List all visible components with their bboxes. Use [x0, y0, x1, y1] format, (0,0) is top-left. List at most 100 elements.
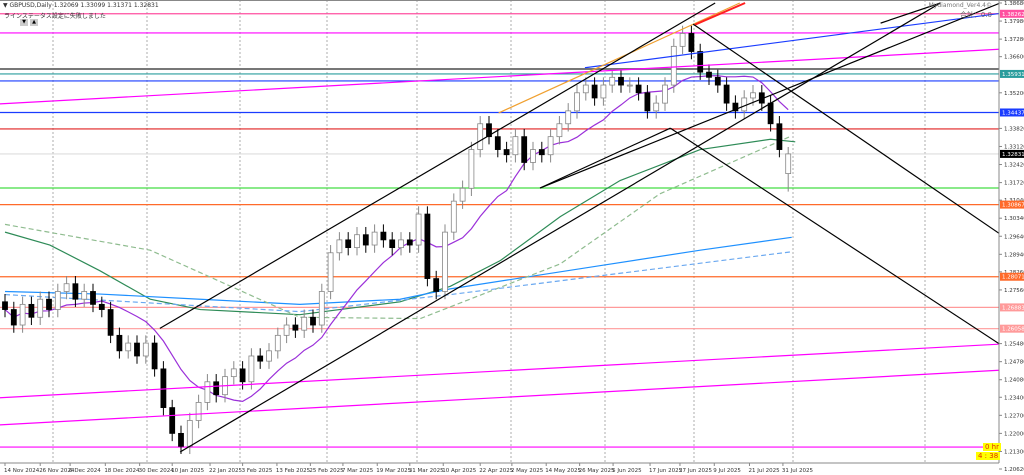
price-tick-label: 1.31720: [1004, 181, 1024, 187]
candle-body: [741, 97, 748, 112]
candle-body: [442, 231, 448, 292]
candle-body: [380, 231, 387, 241]
price-tick-label: 1.32420: [1004, 163, 1024, 169]
candle-body: [310, 316, 316, 326]
candle-body: [547, 136, 554, 156]
price-level-tag-label: 1.34437: [1002, 110, 1024, 116]
price-tick-label: 1.21300: [1004, 449, 1024, 455]
candle-body: [98, 303, 105, 310]
price-tick-label: 1.35200: [1004, 91, 1024, 97]
trendline: [539, 2, 999, 189]
candle-body: [318, 291, 325, 326]
date-tick-label: 19 Mar 2025: [376, 468, 411, 474]
price-level-tag: [1000, 200, 1024, 209]
candle-body: [538, 149, 545, 156]
date-tick-label: 26 Nov 2024: [39, 468, 75, 474]
price-tick-label: 1.30340: [1004, 216, 1024, 222]
candle-body: [46, 298, 52, 310]
candle-body: [90, 291, 96, 305]
candle-body: [151, 342, 158, 370]
candle-body: [178, 432, 184, 447]
candle-body: [574, 92, 580, 112]
price-level-tag: [1000, 149, 1024, 158]
fast-moving-average-line: [4, 75, 789, 403]
candle-body: [195, 402, 202, 421]
trendline: [0, 48, 999, 105]
price-level-tag: [1000, 108, 1024, 117]
trendline: [692, 23, 999, 235]
candle-body: [450, 200, 457, 233]
moving-average-line: [4, 236, 792, 305]
candle-body: [213, 381, 220, 396]
date-tick-label: 21 Jul 2025: [748, 468, 780, 474]
candle-body: [248, 355, 255, 383]
candle-body: [494, 136, 501, 150]
price-tick-label: 1.33820: [1004, 126, 1024, 132]
candle-body: [433, 278, 440, 292]
candle-body: [345, 239, 352, 249]
candle-body: [134, 342, 140, 357]
scroll-up-button[interactable]: ▲: [30, 19, 38, 26]
date-tick-label: 31 Mar 2025: [409, 468, 444, 474]
candle-body: [72, 283, 79, 300]
candle-body: [714, 76, 721, 86]
candle-body: [406, 239, 413, 246]
trendline: [880, 2, 941, 24]
indicator-name: Mydiamond_Ver4.4©: [928, 2, 992, 9]
candle-body: [81, 291, 88, 300]
candle-body: [160, 368, 167, 408]
price-tick-label: 1.24780: [1004, 360, 1024, 366]
candle-body: [512, 136, 519, 156]
candle-body: [2, 301, 8, 310]
price-tick-label: 1.22000: [1004, 431, 1024, 437]
date-tick-label: 2 May 2025: [511, 468, 544, 474]
candle-body: [371, 231, 378, 246]
price-tick-label: 1.27560: [1004, 288, 1024, 294]
candle-body: [116, 334, 123, 352]
candle-body: [723, 84, 730, 104]
candle-body: [670, 45, 677, 86]
candle-body: [767, 102, 774, 125]
price-level-tag: [1000, 69, 1024, 78]
price-level-tag-label: 1.30867: [1002, 203, 1024, 209]
candle-body: [19, 303, 26, 326]
moving-average-line: [4, 251, 792, 313]
bar-timer-minutes: 4 : 38: [976, 452, 1001, 460]
price-level-tag-label: 1.32831: [1002, 152, 1024, 158]
candle-body: [591, 84, 598, 99]
candle-body: [274, 334, 281, 352]
candle-body: [750, 92, 756, 99]
date-tick-label: 18 Dec 2024: [104, 468, 140, 474]
date-tick-label: 5 Jun 2025: [612, 468, 642, 474]
scroll-down-button[interactable]: ▼: [20, 19, 28, 26]
price-tick-label: 1.28940: [1004, 252, 1024, 258]
date-tick-label: 10 Apr 2025: [442, 468, 477, 474]
candle-body: [230, 368, 237, 378]
date-tick-label: 22 Apr 2025: [479, 468, 514, 474]
price-level-tag-label: 1.26883: [1002, 305, 1024, 311]
date-tick-label: 27 Jun 2025: [679, 468, 713, 474]
candle-body: [609, 76, 616, 86]
candle-body: [785, 153, 792, 174]
date-tick-label: 26 May 2025: [579, 468, 615, 474]
candle-body: [468, 149, 475, 189]
candle-body: [688, 33, 695, 52]
trendline: [0, 343, 999, 399]
price-level-tag-label: 1.38262: [1002, 12, 1024, 18]
candle-body: [626, 84, 633, 87]
plot-area: [0, 0, 999, 463]
candle-body: [424, 213, 431, 279]
candle-body: [653, 102, 660, 112]
trendline: [498, 2, 741, 114]
candle-body: [239, 368, 246, 383]
moving-average-line: [4, 135, 792, 320]
candle-body: [257, 355, 264, 362]
candle-body: [415, 213, 422, 246]
trendline: [694, 2, 746, 26]
price-tick-label: 1.37280: [1004, 37, 1024, 43]
candle-body: [28, 303, 35, 318]
candle-body: [600, 84, 607, 99]
date-tick-label: 22 Jan 2025: [209, 468, 242, 474]
date-tick-label: 14 Nov 2024: [4, 468, 40, 474]
